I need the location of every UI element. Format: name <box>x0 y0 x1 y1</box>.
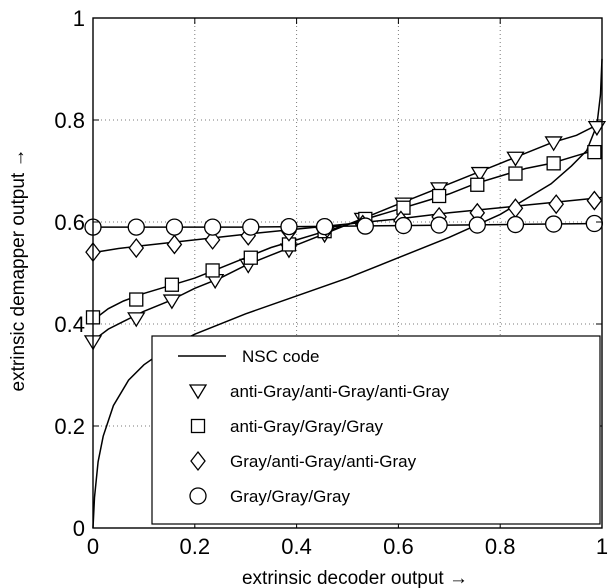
data-point-square <box>396 200 411 215</box>
legend-marker-triangle <box>188 384 208 400</box>
x-tick-label: 1 <box>596 534 608 559</box>
data-point-triangle-down <box>470 166 489 183</box>
y-tick-label: 0.4 <box>54 312 85 337</box>
y-tick-label: 0.6 <box>54 210 85 235</box>
legend-symbol-square <box>190 418 206 434</box>
data-point-triangle-down <box>127 312 146 328</box>
legend-symbol-circle <box>189 487 207 505</box>
data-point-square <box>164 277 180 292</box>
x-tick-label: 0.6 <box>383 534 414 559</box>
data-point-diamond <box>128 237 145 259</box>
y-tick-label: 0.8 <box>54 108 85 133</box>
legend-marker-circle <box>189 487 207 505</box>
data-point-square <box>546 156 561 171</box>
legend-symbol-diamond <box>190 450 206 472</box>
legend: NSC code anti-Gray/anti-Gray/anti-Gray a… <box>151 335 601 525</box>
data-point-circle <box>544 215 563 233</box>
data-point-triangle-down <box>506 151 525 167</box>
x-tick-label: 0.2 <box>180 534 211 559</box>
data-point-square <box>129 292 144 307</box>
legend-symbol-triangle-down <box>188 384 208 400</box>
plot-frame <box>92 17 603 529</box>
legend-label-gray-anti-gray-anti-gray: Gray/anti-Gray/anti-Gray <box>230 452 417 471</box>
y-tick-label: 1 <box>73 6 85 31</box>
data-point-circle <box>506 215 525 234</box>
x-tick-label: 0.4 <box>281 534 312 559</box>
data-point-circle <box>394 216 413 235</box>
legend-marker-diamond <box>190 450 206 472</box>
data-point-circle <box>165 218 184 236</box>
data-point-diamond <box>204 229 221 250</box>
data-point-square <box>205 263 220 278</box>
x-tick-label: 0 <box>87 534 99 559</box>
data-point-triangle-down <box>162 294 182 310</box>
data-point-circle <box>356 217 374 235</box>
data-point-circle <box>242 218 260 236</box>
data-point-circle <box>585 214 604 233</box>
data-point-diamond <box>586 190 603 211</box>
data-point-diamond <box>548 194 565 215</box>
legend-label-anti-gray-x3: anti-Gray/anti-Gray/anti-Gray <box>230 382 450 401</box>
legend-marker-square <box>190 418 206 434</box>
data-point-circle <box>468 216 486 234</box>
data-point-square <box>587 144 602 160</box>
data-point-circle <box>430 216 448 234</box>
x-axis-title: extrinsic decoder output → <box>242 568 468 588</box>
data-point-triangle-down <box>544 136 563 152</box>
data-point-triangle-down <box>587 121 607 137</box>
data-point-circle <box>127 218 145 236</box>
legend-label-gray-x3: Gray/Gray/Gray <box>230 487 350 506</box>
y-tick-label: 0.2 <box>54 414 85 439</box>
data-point-circle <box>315 217 334 236</box>
series-line-0 <box>92 58 603 529</box>
data-point-square <box>508 166 523 181</box>
data-point-square <box>431 188 447 204</box>
x-tick-label: 0.8 <box>485 534 516 559</box>
data-point-circle <box>203 218 222 236</box>
y-axis-title: extrinsic demapper output → <box>8 149 29 392</box>
data-point-diamond <box>166 234 183 255</box>
data-point-square <box>243 250 258 265</box>
data-point-square <box>470 177 485 192</box>
legend-label-nsc: NSC code <box>242 347 319 366</box>
legend-box <box>151 335 601 525</box>
data-point-circle <box>280 217 298 236</box>
legend-label-anti-gray-gray-gray: anti-Gray/Gray/Gray <box>230 417 384 436</box>
y-tick-label: 0 <box>73 516 85 541</box>
